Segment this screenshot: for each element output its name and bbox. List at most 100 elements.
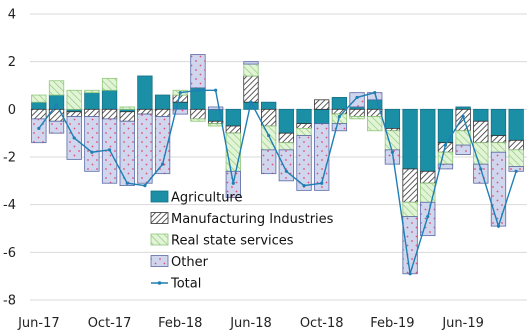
bar-manufacturing-industries	[296, 123, 312, 129]
bar-agriculture	[402, 108, 418, 170]
bar-other	[455, 144, 471, 156]
y-tick-label: 2	[8, 55, 16, 70]
bar-real-state-services	[225, 132, 241, 172]
y-axis-ticks: 4 2 0 -2 -4 -6 -8	[3, 8, 16, 309]
total-point	[54, 102, 59, 107]
bar-manufacturing-industries	[31, 108, 47, 120]
bar-other	[48, 120, 65, 134]
bar-manufacturing-industries	[101, 108, 118, 120]
bar-real-state-services	[437, 151, 454, 165]
bar-manufacturing-industries	[225, 125, 241, 134]
total-point	[408, 272, 412, 276]
bar-manufacturing-industries	[402, 168, 418, 203]
bar-manufacturing-industries	[455, 108, 471, 132]
bar-real-state-services	[84, 89, 100, 94]
legend-label: Manufacturing Industries	[171, 212, 334, 227]
y-tick-label: -6	[3, 246, 16, 261]
bar-agriculture	[48, 94, 65, 110]
legend: Agriculture Manufacturing Industries Real …	[150, 191, 334, 292]
bar-manufacturing-industries	[66, 111, 82, 117]
legend-swatch-other	[150, 255, 169, 267]
bar-agriculture	[296, 108, 312, 125]
total-point	[355, 95, 359, 100]
x-tick-label: Jun-17	[17, 316, 60, 331]
total-point	[178, 91, 182, 95]
bar-other	[31, 118, 47, 144]
bar-agriculture	[473, 108, 489, 122]
bar-real-state-services	[207, 123, 224, 127]
bar-real-state-services	[508, 149, 524, 167]
total-point	[160, 162, 165, 166]
total-point	[107, 148, 112, 152]
bar-other	[261, 149, 277, 175]
y-tick-label: -4	[3, 198, 16, 213]
y-tick-label: 4	[8, 8, 16, 23]
bar-agriculture	[154, 94, 171, 110]
legend-label: Agriculture	[171, 191, 243, 206]
total-point	[390, 150, 395, 154]
bar-manufacturing-industries	[119, 111, 135, 122]
bar-manufacturing-industries	[154, 108, 171, 117]
total-point	[196, 88, 200, 92]
bar-real-state-services	[101, 77, 118, 91]
legend-swatch-manufacturing-industries	[150, 212, 169, 224]
bar-real-state-services	[349, 116, 365, 120]
x-tick-label: Feb-18	[158, 316, 202, 331]
bar-manufacturing-industries	[490, 135, 507, 144]
bar-other	[278, 149, 294, 182]
bar-other	[154, 116, 171, 175]
bar-manufacturing-industries	[137, 108, 153, 115]
bar-other	[119, 120, 135, 186]
bar-other	[137, 113, 153, 184]
total-point	[496, 224, 501, 228]
bar-other	[349, 92, 365, 108]
bar-real-state-services	[48, 80, 65, 96]
bar-real-state-services	[243, 63, 259, 77]
total-point	[373, 91, 377, 95]
x-tick-label: Feb-19	[370, 316, 414, 331]
bar-agriculture	[31, 101, 47, 110]
bar-real-state-services	[119, 106, 135, 110]
total-point	[90, 150, 94, 154]
bar-agriculture	[508, 108, 524, 141]
bar-manufacturing-industries	[172, 94, 188, 103]
bar-real-state-services	[402, 201, 418, 217]
bar-manufacturing-industries	[473, 120, 489, 144]
bar-agriculture	[314, 108, 330, 125]
total-point	[72, 136, 76, 140]
bar-manufacturing-industries	[243, 75, 259, 103]
total-point	[37, 126, 41, 130]
total-point	[426, 214, 430, 219]
legend-label: Other	[171, 255, 209, 270]
total-point	[514, 169, 518, 173]
bar-other	[84, 116, 100, 172]
bar-manufacturing-industries	[349, 108, 365, 117]
legend-swatch-total-marker	[157, 281, 162, 285]
bar-other	[207, 106, 224, 110]
total-point	[214, 88, 218, 92]
total-line-path	[38, 89, 517, 274]
x-tick-label: Jun-18	[229, 316, 272, 331]
total-point	[337, 114, 341, 119]
bar-real-state-services	[490, 142, 507, 153]
legend-label: Total	[170, 277, 201, 292]
bar-agriculture	[384, 108, 401, 129]
total-point	[302, 184, 306, 188]
bar-other	[243, 61, 259, 65]
total-point	[461, 114, 465, 119]
bar-real-state-services	[296, 127, 312, 136]
bar-agriculture	[490, 108, 507, 136]
legend-swatch-real-state-services	[150, 233, 169, 246]
bar-agriculture	[420, 108, 436, 172]
total-point	[249, 100, 253, 104]
bar-manufacturing-industries	[278, 132, 294, 144]
total-point	[231, 181, 235, 185]
bar-other	[314, 123, 330, 191]
bar-agriculture	[101, 89, 118, 110]
legend-label: Real state services	[171, 234, 294, 249]
total-point	[284, 169, 288, 173]
y-tick-label: 0	[8, 103, 16, 118]
bar-other	[296, 135, 312, 191]
bar-other	[331, 123, 348, 132]
